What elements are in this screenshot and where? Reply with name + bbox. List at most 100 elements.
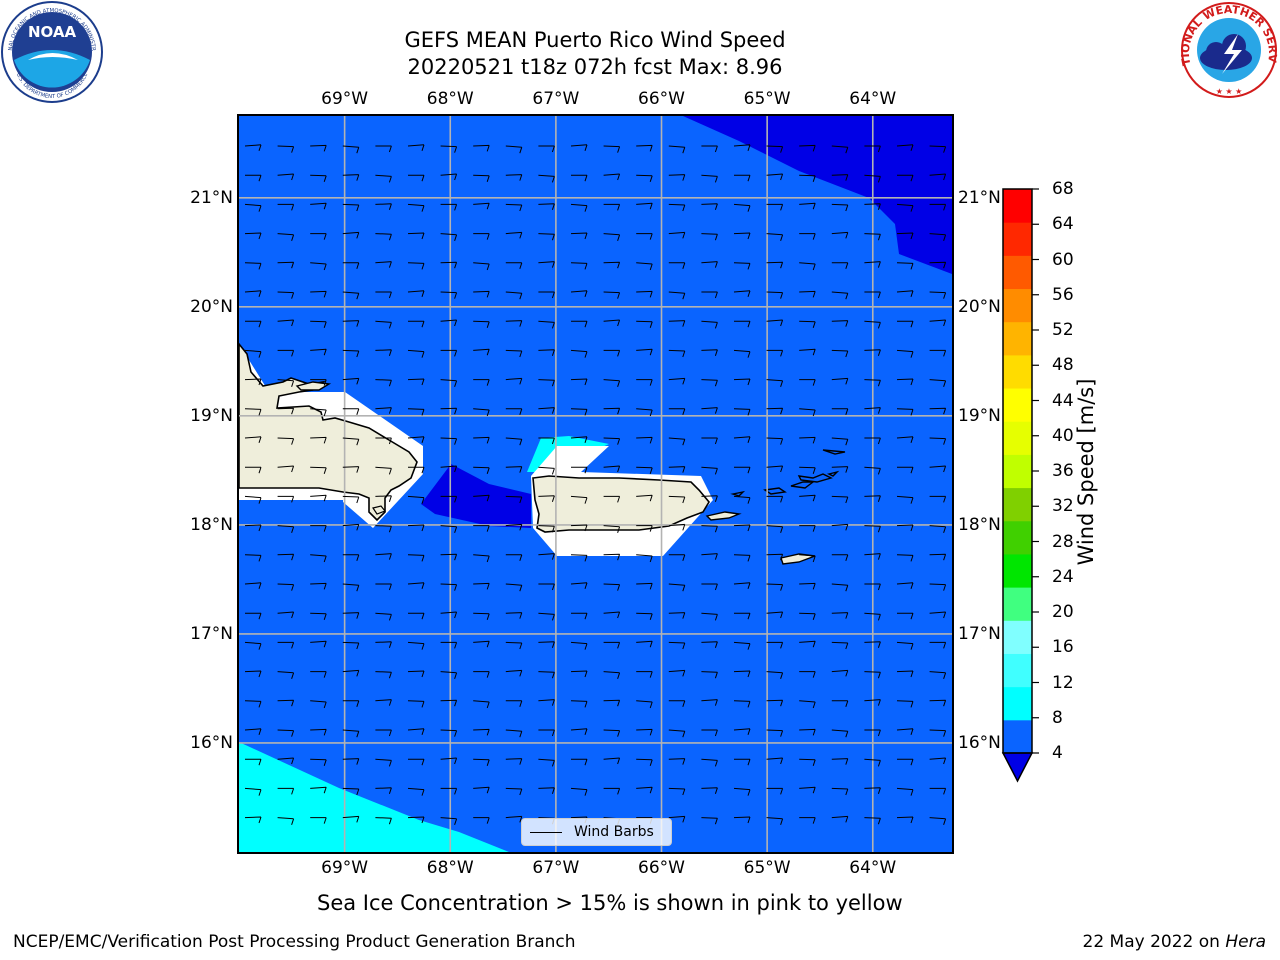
wind-barb	[570, 700, 588, 708]
wind-barb	[505, 174, 523, 181]
wind-barb	[733, 495, 751, 504]
footer-credit: NCEP/EMC/Verification Post Processing Pr…	[13, 932, 576, 952]
wind-barb	[864, 261, 881, 268]
wind-barb	[277, 583, 295, 591]
wind-barb	[505, 377, 523, 385]
wind-barb	[864, 203, 881, 210]
wind-barb	[342, 700, 360, 707]
wind-barb	[244, 349, 262, 358]
wind-barb	[831, 466, 849, 473]
wind-barb	[408, 320, 425, 328]
wind-barb	[929, 261, 947, 269]
wind-barb	[538, 583, 555, 591]
wind-barb	[538, 525, 555, 533]
wind-barb	[505, 758, 523, 765]
wind-barb	[636, 174, 653, 182]
wind-barb	[538, 145, 555, 153]
wind-barb	[277, 407, 295, 415]
wind-barb	[342, 787, 360, 796]
land-hispaniola	[239, 342, 418, 522]
wind-barb	[310, 408, 327, 417]
wind-barb	[244, 495, 262, 504]
wind-barb	[766, 495, 784, 503]
wind-barb	[407, 816, 425, 824]
wind-barb	[603, 465, 621, 473]
wind-barb	[407, 524, 425, 532]
wind-barb	[473, 233, 490, 240]
wind-barb	[277, 817, 295, 825]
wind-barb	[505, 145, 523, 154]
lon-label: 68°W	[426, 89, 474, 109]
wind-barb	[310, 379, 327, 386]
wind-barb	[277, 203, 295, 211]
wind-barb	[701, 553, 718, 560]
wind-barb	[440, 583, 458, 591]
wind-barb	[538, 787, 555, 794]
wind-barb	[570, 787, 588, 796]
wind-barb	[733, 554, 751, 562]
lon-label: 64°W	[849, 858, 897, 878]
lat-label: 16°N	[958, 732, 1001, 753]
colorbar-tick-label: 52	[1052, 320, 1074, 340]
wind-barb	[766, 553, 784, 561]
wind-barb	[375, 145, 392, 153]
wind-barb	[342, 174, 360, 181]
wind-barb	[244, 670, 262, 678]
wind-barb	[277, 173, 295, 181]
wind-barb	[603, 233, 621, 241]
wind-barb	[799, 758, 816, 766]
wind-barb	[701, 495, 718, 502]
wind-barb	[407, 349, 425, 358]
colorbar-cell	[1003, 354, 1032, 389]
wind-barb	[570, 436, 588, 443]
wind-barb	[538, 437, 555, 445]
wind-barb	[831, 320, 849, 327]
lon-label: 66°W	[638, 89, 685, 109]
wind-barb	[407, 203, 425, 212]
wind-barb	[668, 758, 686, 765]
wind-barb	[668, 174, 686, 181]
lat-label: 19°N	[190, 405, 233, 426]
wind-barb	[473, 262, 490, 271]
wind-barb	[766, 407, 784, 415]
wind-barb	[929, 437, 947, 445]
wind-barb	[766, 145, 784, 153]
sea-ice-note: Sea Ice Concentration > 15% is shown in …	[317, 891, 903, 915]
wind-barb	[864, 291, 881, 299]
wind-barb	[799, 612, 816, 620]
wind-barb	[603, 407, 621, 415]
wind-barb	[897, 320, 914, 328]
wind-barb	[636, 525, 653, 532]
wind-barb	[701, 583, 718, 591]
wind-barb	[864, 729, 881, 737]
wind-barb	[342, 262, 360, 269]
colorbar-tick-label: 64	[1052, 214, 1074, 235]
wind-barb	[505, 495, 523, 504]
wind-barb	[733, 378, 751, 386]
wind-barb	[831, 787, 849, 796]
wind-barb	[799, 700, 816, 709]
colorbar-tick-label: 40	[1052, 425, 1074, 446]
wind-barb	[375, 525, 392, 533]
wind-barb	[440, 319, 458, 327]
wind-barb	[440, 349, 458, 357]
wind-barb	[570, 408, 588, 416]
wind-barb	[245, 466, 262, 474]
wind-barb	[505, 612, 523, 619]
wind-barb	[570, 641, 588, 650]
wind-barb	[668, 466, 686, 473]
wind-barb	[896, 582, 914, 589]
wind-barb	[603, 173, 621, 181]
wind-barb	[310, 144, 327, 152]
wind-barb	[473, 436, 490, 444]
wind-barb	[440, 641, 458, 649]
wind-barb	[473, 700, 490, 709]
wind-barb	[831, 291, 849, 300]
nws-logo: NATIONAL WEATHER SERVICE ★ ★ ★	[1178, 0, 1279, 98]
colorbar-cell	[1003, 553, 1032, 588]
wind-barb	[636, 436, 653, 444]
wind-barb	[440, 553, 458, 561]
land-islet	[826, 470, 840, 477]
wind-barb	[766, 787, 784, 795]
wind-barb	[473, 817, 490, 824]
